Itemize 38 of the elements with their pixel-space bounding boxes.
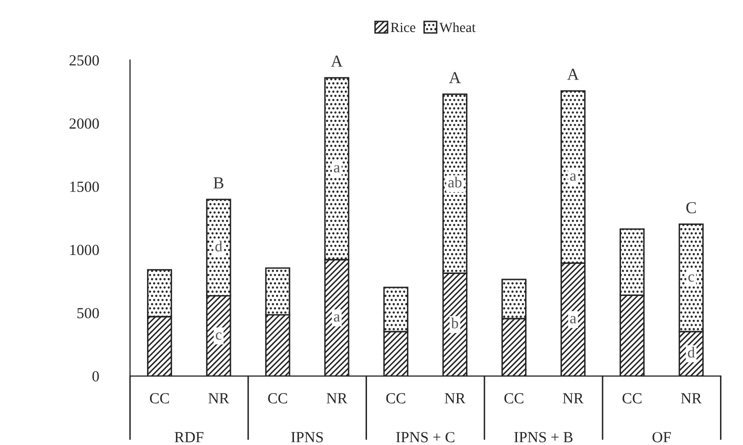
x-tick-label: CC — [504, 393, 524, 404]
y-tick-label: 500 — [77, 308, 99, 318]
legend-label: Wheat — [439, 22, 476, 32]
y-tick-label: 2000 — [70, 118, 99, 129]
data-label: d — [215, 240, 222, 252]
data-label: c — [688, 274, 694, 282]
data-label: a — [570, 316, 576, 324]
data-label: ab — [448, 176, 462, 188]
data-label: c — [216, 332, 222, 340]
data-label: a — [334, 165, 340, 173]
total-label: A — [449, 72, 461, 84]
text: IPNS + B — [514, 432, 573, 442]
y-tick-label: 1000 — [70, 244, 99, 256]
x-tick-label: CC — [622, 393, 642, 404]
data-label: a — [334, 314, 340, 322]
y-tick-label: 0 — [92, 371, 99, 382]
text: IPNS + C — [396, 432, 454, 442]
data-label: d — [688, 346, 695, 358]
x-tick-label: CC — [150, 393, 169, 404]
data-label: b — [451, 318, 458, 328]
x-tick-label: NR — [326, 393, 348, 404]
total-label: C — [686, 202, 696, 214]
y-tick-label: 1500 — [70, 182, 99, 192]
total-label: B — [214, 177, 224, 188]
text: IPNS — [291, 432, 323, 442]
text: OF — [652, 432, 671, 442]
x-tick-label: CC — [268, 393, 288, 404]
data-label: a — [570, 173, 576, 181]
total-label: A — [567, 68, 579, 80]
y-tick-label: 2500 — [70, 55, 99, 66]
x-tick-label: NR — [681, 393, 702, 404]
x-tick-label: NR — [208, 393, 230, 404]
text: RDF — [174, 432, 204, 442]
x-tick-label: NR — [562, 393, 584, 404]
total-label: A — [330, 56, 343, 67]
x-tick-label: CC — [386, 393, 406, 404]
legend-label: Rice — [390, 22, 416, 32]
x-tick-label: NR — [444, 393, 466, 404]
